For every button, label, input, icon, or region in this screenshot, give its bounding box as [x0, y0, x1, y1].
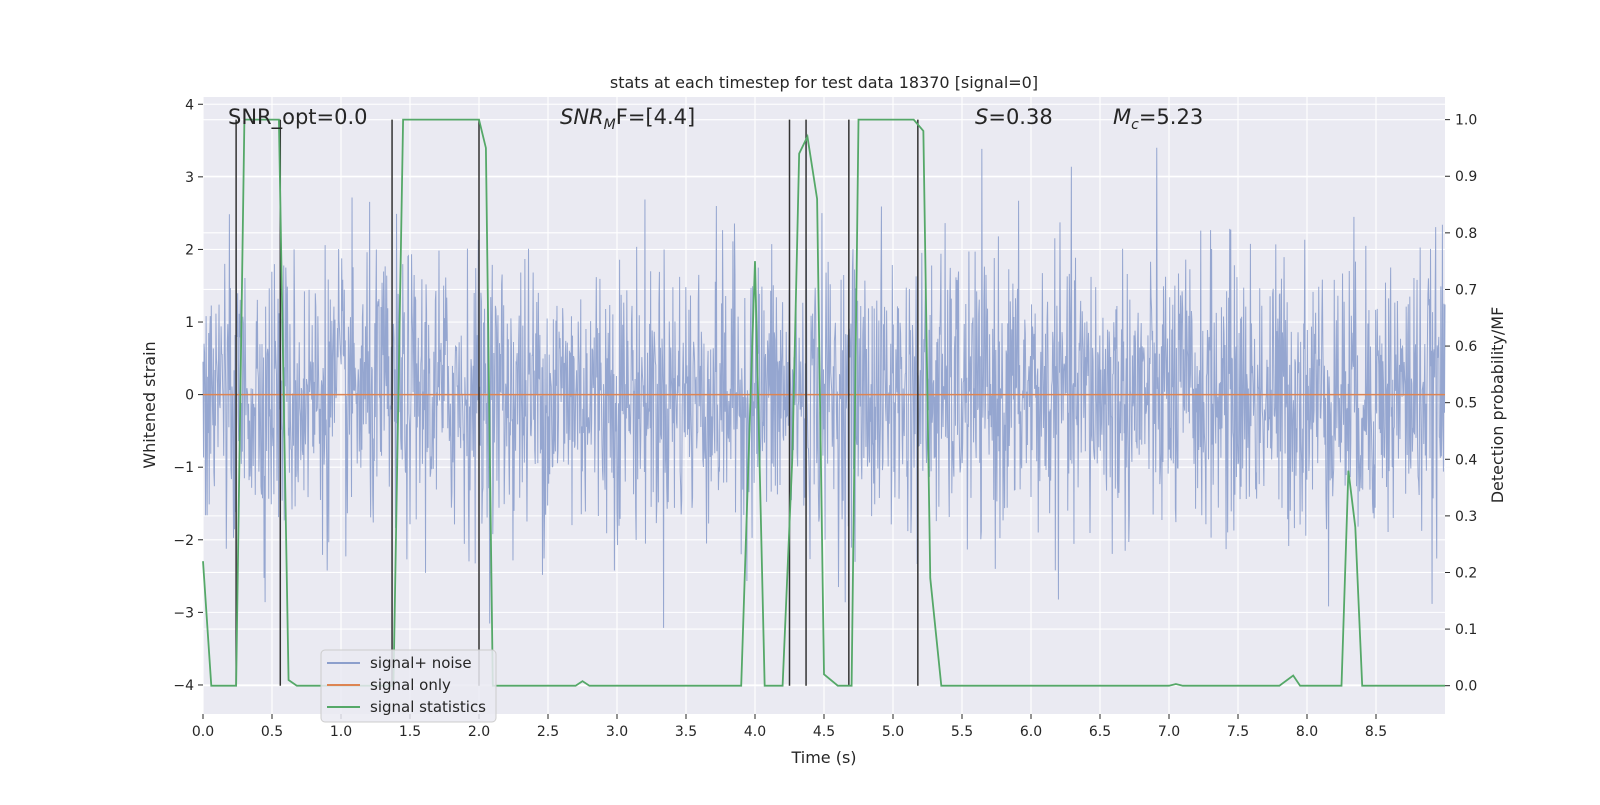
y-right-tick-label-1: 0.9: [1455, 169, 1477, 185]
y-left-tick-label-2: 2: [185, 242, 194, 258]
legend: signal+ noise signal only signal statist…: [320, 649, 497, 723]
y-right-tick-label-2: 0.8: [1455, 226, 1477, 242]
y-right-tick-label-5: 0.5: [1455, 396, 1477, 412]
x-tick-label-3: 1.5: [399, 724, 421, 740]
x-axis-label: Time (s): [790, 748, 856, 767]
x-tick-label-8: 4.0: [744, 724, 766, 740]
x-tick-label-11: 5.5: [951, 724, 973, 740]
y-left-tick-label-3: 1: [185, 315, 194, 331]
annotation-s: S=0.38: [975, 105, 1053, 129]
y-right-tick-label-6: 0.4: [1455, 452, 1477, 468]
annotation-snr-opt: SNR_opt=0.0: [228, 105, 368, 130]
x-tick-label-17: 8.5: [1365, 724, 1387, 740]
x-tick-label-13: 6.5: [1089, 724, 1111, 740]
y-right-tick-label-3: 0.7: [1455, 282, 1477, 298]
annotation-snr-mf-subscript: M: [604, 117, 616, 133]
x-tick-label-4: 2.0: [468, 724, 490, 740]
x-tick-label-14: 7.0: [1158, 724, 1180, 740]
x-tick-label-5: 2.5: [537, 724, 559, 740]
x-tick-label-9: 4.5: [813, 724, 835, 740]
y-right-tick-label-4: 0.6: [1455, 339, 1477, 355]
y-right-tick-label-0: 1.0: [1455, 113, 1477, 129]
y-left-tick-label-7: −3: [173, 605, 194, 621]
chart-title: stats at each timestep for test data 183…: [610, 73, 1038, 92]
y-left-tick-label-4: 0: [185, 388, 194, 404]
y-axis-label-left: Whitened strain: [140, 341, 159, 468]
y-right-tick-label-8: 0.2: [1455, 565, 1477, 581]
signal-noise-line: [202, 147, 1446, 628]
annotation-mc-value: =5.23: [1139, 105, 1203, 129]
x-tick-label-15: 7.5: [1227, 724, 1249, 740]
y-right-tick-label-7: 0.3: [1455, 509, 1477, 525]
legend-label-signal-only: signal only: [370, 676, 451, 694]
annotation-s-value: =0.38: [988, 105, 1052, 129]
y-left-tick-label-0: 4: [185, 97, 194, 113]
y-left-tick-label-8: −4: [173, 678, 194, 694]
x-tick-label-16: 8.0: [1296, 724, 1318, 740]
y-left-tick-label-1: 3: [185, 170, 194, 186]
x-tick-label-7: 3.5: [675, 724, 697, 740]
annotation-mc: Mc=5.23: [1113, 105, 1203, 133]
annotation-snr-mf-symbol: SNR: [560, 105, 604, 129]
y-left-tick-label-5: −1: [173, 460, 194, 476]
legend-label-signal-noise: signal+ noise: [370, 654, 472, 672]
series-signal-noise: [202, 147, 1446, 628]
annotation-snr-mf-value: F=[4.4]: [616, 105, 695, 129]
axis-ticks: 0.0 0.5 1.0 1.5 2.0 2.5 3.0 3.5 4.0 4.5 5.0 5.5 6.0 6…: [173, 97, 1477, 740]
x-tick-label-1: 0.5: [261, 724, 283, 740]
series-signal-statistics: [202, 118, 1445, 687]
legend-label-signal-statistics: signal statistics: [370, 698, 486, 716]
x-tick-label-2: 1.0: [330, 724, 352, 740]
annotation-s-symbol: S: [975, 105, 988, 129]
x-tick-label-6: 3.0: [606, 724, 628, 740]
annotation-snr-mf: SNRMF=[4.4]: [560, 105, 695, 133]
annotation-mc-symbol: M: [1113, 105, 1131, 129]
y-right-tick-label-10: 0.0: [1455, 679, 1477, 695]
legend-box: [320, 649, 497, 723]
x-tick-label-0: 0.0: [192, 724, 214, 740]
y-left-tick-label-6: −2: [173, 533, 194, 549]
y-axis-label-right: Detection probability/MF: [1488, 307, 1507, 504]
y-right-tick-label-9: 0.1: [1455, 622, 1477, 638]
annotation-mc-subscript: c: [1131, 117, 1139, 133]
x-tick-label-12: 6.0: [1020, 724, 1042, 740]
signal-statistics-line: [202, 118, 1445, 687]
x-tick-label-10: 5.0: [882, 724, 904, 740]
